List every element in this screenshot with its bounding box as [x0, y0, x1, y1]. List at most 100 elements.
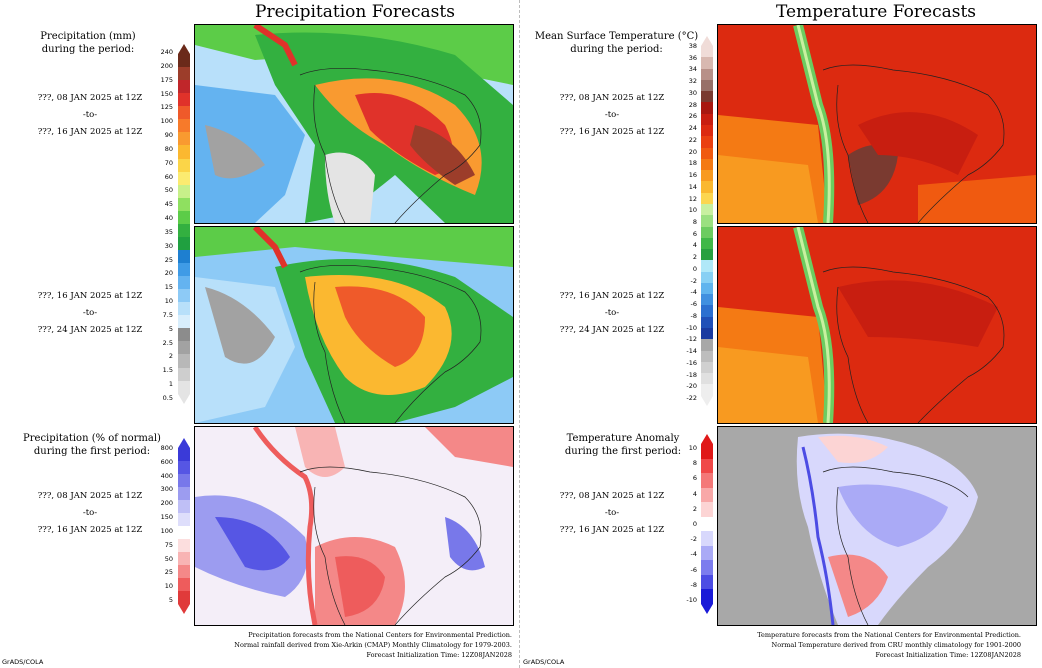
- colorbar-tick-label: 90: [164, 131, 173, 140]
- colorbar-tick-label: 10: [688, 206, 697, 215]
- temp-colorbar-swatch: [701, 102, 713, 114]
- precip-colorbar-swatch: [178, 197, 190, 211]
- temp-colorbar-top-arrow: [701, 36, 713, 46]
- colorbar-tick-label: 25: [164, 568, 173, 577]
- colorbar-tick-label: 30: [164, 241, 173, 250]
- temp-period-1-label: ???, 08 JAN 2025 at 12Z -to- ???, 16 JAN…: [559, 93, 665, 137]
- period-1-label: ???, 08 JAN 2025 at 12Z -to- ???, 16 JAN…: [37, 93, 143, 137]
- colorbar-tick-label: 4: [692, 489, 697, 498]
- precip-colorbar-swatch: [178, 119, 190, 133]
- colorbar-tick-label: 200: [160, 499, 173, 508]
- temp-colorbar-swatch: [701, 181, 713, 193]
- precip-pct-label: Precipitation (% of normal) during the f…: [23, 433, 161, 457]
- period-3-label: ???, 08 JAN 2025 at 12Z -to- ???, 16 JAN…: [37, 491, 143, 535]
- colorbar-tick-label: 800: [160, 444, 173, 452]
- colorbar-tick-label: -12: [686, 335, 697, 344]
- temp-colorbar-swatch: [701, 316, 713, 329]
- pct-colorbar-swatch: [178, 552, 190, 565]
- colorbar-tick-label: 10: [164, 297, 173, 306]
- colorbar-tick-label: -20: [686, 382, 697, 391]
- colorbar-tick-label: 1.5: [162, 366, 173, 375]
- colorbar-tick-label: -18: [686, 370, 697, 379]
- colorbar-tick-label: 2: [692, 504, 697, 513]
- panel-divider: [519, 0, 520, 668]
- precip-colorbar-swatch: [178, 367, 190, 381]
- temp-label: Mean Surface Temperature (°C) during the…: [534, 31, 699, 55]
- pct-colorbar-swatch: [178, 591, 190, 604]
- colorbar-tick-label: 150: [160, 89, 173, 98]
- precip-colorbar-swatch: [178, 236, 190, 250]
- anom-colorbar-swatch: [701, 516, 713, 532]
- pct-colorbar: [178, 438, 190, 614]
- temp-colorbar-swatch: [701, 282, 713, 295]
- colorbar-tick-label: 10: [688, 444, 697, 452]
- colorbar-tick-label: 2.5: [162, 338, 173, 347]
- precip-colorbar-bottom-arrow: [178, 393, 190, 404]
- colorbar-tick-label: 4: [692, 241, 697, 250]
- anom-colorbar-swatch: [701, 502, 713, 517]
- temp-colorbar-swatch: [701, 271, 713, 283]
- colorbar-tick-label: 0: [692, 520, 697, 528]
- precip-colorbar-swatch: [178, 132, 190, 146]
- colorbar-tick-label: -10: [686, 596, 697, 604]
- temp-period-3-label: ???, 08 JAN 2025 at 12Z -to- ???, 16 JAN…: [559, 491, 665, 535]
- anom-colorbar: [701, 434, 713, 614]
- colorbar-tick-label: 12: [688, 194, 697, 203]
- colorbar-tick-label: 175: [160, 75, 173, 84]
- temp-anomaly-map: [717, 426, 1037, 626]
- temp-colorbar-swatch: [701, 350, 713, 362]
- colorbar-tick-label: 70: [164, 158, 173, 167]
- precipitation-panel: Precipitation Forecasts Precipitation (m…: [0, 0, 520, 668]
- period-2-label: ???, 16 JAN 2025 at 12Z -to- ???, 24 JAN…: [37, 291, 143, 335]
- colorbar-tick-label: 2: [168, 352, 173, 361]
- colorbar-tick-label: 100: [160, 117, 173, 126]
- colorbar-tick-label: -2: [690, 535, 697, 544]
- pct-colorbar-ticks: 800 600 400 300 200 150 100 75 50 25 10 5: [151, 444, 173, 604]
- temp-colorbar-swatch: [701, 203, 713, 216]
- temperature-title: Temperature Forecasts: [776, 2, 976, 22]
- temp-colorbar-swatch: [701, 361, 713, 374]
- precip-colorbar-swatch: [178, 380, 190, 394]
- colorbar-tick-label: -8: [690, 580, 697, 589]
- precip-colorbar: [178, 44, 190, 404]
- colorbar-tick-label: 8: [692, 218, 697, 226]
- colorbar-tick-label: -4: [690, 288, 697, 297]
- temp-colorbar-swatch: [701, 192, 713, 204]
- temperature-panel: Temperature Forecasts Mean Surface Tempe…: [521, 0, 1042, 668]
- temp-colorbar-swatch: [701, 124, 713, 137]
- colorbar-tick-label: 40: [164, 214, 173, 223]
- colorbar-tick-label: 36: [688, 53, 697, 62]
- temp-anomaly-label: Temperature Anomaly during the first per…: [564, 433, 682, 457]
- temp-colorbar-swatch: [701, 136, 713, 148]
- pct-colorbar-swatch: [178, 578, 190, 591]
- colorbar-tick-label: 400: [160, 471, 173, 480]
- colorbar-tick-label: 200: [160, 61, 173, 70]
- temp-credits: Temperature forecasts from the National …: [757, 631, 1021, 659]
- precip-colorbar-swatch: [178, 276, 190, 290]
- grads-logo-right: GrADS/COLA: [523, 658, 565, 666]
- colorbar-tick-label: 0: [692, 264, 697, 273]
- temp-colorbar-swatch: [701, 91, 713, 103]
- precipitation-title: Precipitation Forecasts: [255, 2, 455, 22]
- anom-colorbar-swatch: [701, 444, 713, 459]
- colorbar-tick-label: 38: [688, 42, 697, 50]
- temp-colorbar-swatch: [701, 147, 713, 159]
- colorbar-tick-label: 60: [164, 172, 173, 181]
- anom-colorbar-ticks: 10 8 6 4 2 0 -2 -4 -6 -8 -10: [675, 444, 697, 604]
- anom-colorbar-swatch: [701, 589, 713, 604]
- temp-period-2-label: ???, 16 JAN 2025 at 12Z -to- ???, 24 JAN…: [559, 291, 665, 335]
- precip-colorbar-swatch: [178, 93, 190, 107]
- colorbar-tick-label: 1: [168, 380, 173, 389]
- colorbar-tick-label: 25: [164, 255, 173, 264]
- precip-label: Precipitation (mm) during the period:: [40, 31, 136, 55]
- temp-colorbar-swatch: [701, 339, 713, 351]
- colorbar-tick-label: 24: [688, 124, 697, 133]
- colorbar-tick-label: 16: [688, 171, 697, 180]
- colorbar-tick-label: 125: [160, 103, 173, 112]
- temp-colorbar: [701, 36, 713, 406]
- colorbar-tick-label: -10: [686, 323, 697, 332]
- temp-colorbar-swatch: [701, 57, 713, 69]
- colorbar-tick-label: 20: [164, 269, 173, 278]
- colorbar-tick-label: 26: [688, 112, 697, 121]
- precip-colorbar-swatch: [178, 354, 190, 368]
